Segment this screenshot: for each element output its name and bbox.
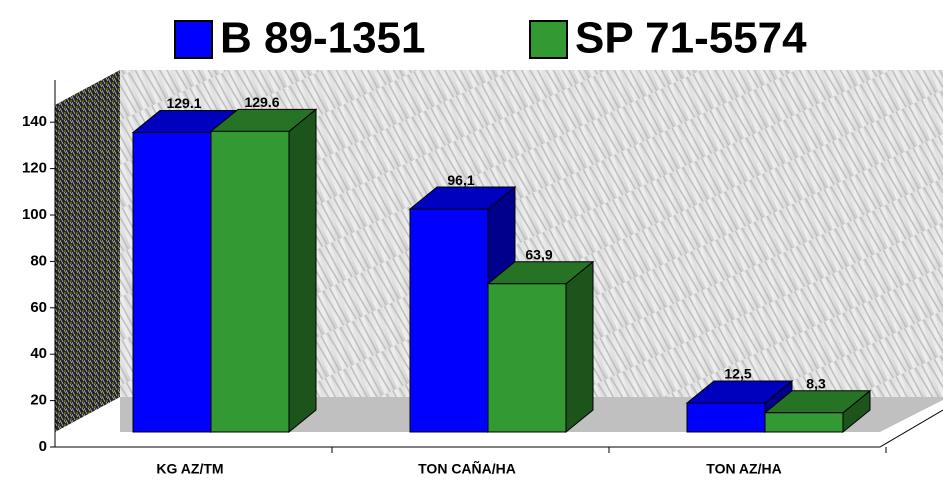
bar xyxy=(765,413,843,432)
bar-3d xyxy=(488,262,593,432)
y-tick-label: 0 xyxy=(39,438,47,455)
x-tick-label: KG AZ/TM xyxy=(156,461,223,477)
bar xyxy=(211,131,289,432)
bar-3d xyxy=(211,109,316,432)
value-label: 129.6 xyxy=(244,94,279,110)
bar xyxy=(410,209,488,432)
value-label: 8,3 xyxy=(806,375,826,391)
value-label: 12,5 xyxy=(724,366,751,382)
y-tick-label: 60 xyxy=(30,299,47,316)
side-wall xyxy=(55,70,120,432)
y-tick-label: 80 xyxy=(30,252,47,269)
y-tick-label: 100 xyxy=(22,206,47,223)
bar-side xyxy=(289,109,316,432)
value-label: 129.1 xyxy=(166,95,201,111)
y-tick-label: 120 xyxy=(22,160,47,177)
bar-side xyxy=(566,262,593,432)
bar xyxy=(687,403,765,432)
bar xyxy=(133,132,211,432)
y-tick-label: 20 xyxy=(30,392,47,409)
value-label: 63,9 xyxy=(525,246,552,262)
legend-label: B 89-1351 xyxy=(220,14,425,63)
legend-swatch xyxy=(175,21,212,58)
bar xyxy=(488,284,566,432)
chart: 0 20 40 60 80 100 120 140 KG AZ/TM TON CAÑA/HA TON… xyxy=(0,0,943,485)
y-tick-label: 140 xyxy=(22,113,47,130)
value-label: 96,1 xyxy=(447,172,474,188)
legend-swatch xyxy=(530,21,567,58)
y-tick-label: 40 xyxy=(30,345,47,362)
x-tick-label: TON AZ/HA xyxy=(706,461,781,477)
legend-label: SP 71-5574 xyxy=(575,14,807,63)
x-tick-label: TON CAÑA/HA xyxy=(418,460,516,477)
